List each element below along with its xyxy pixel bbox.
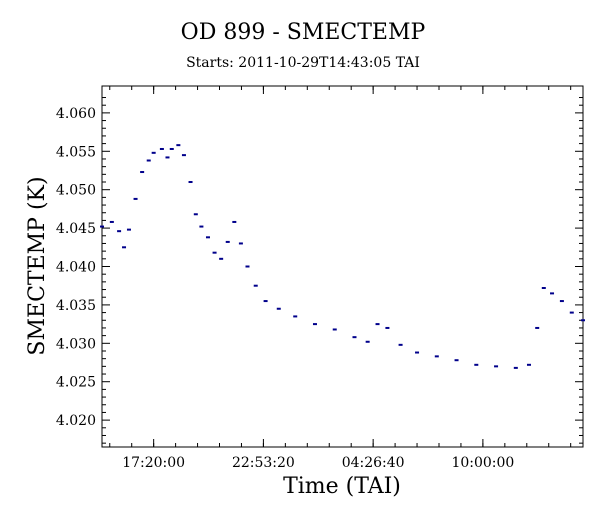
- y-axis-label: SMECTEMP (K): [25, 176, 50, 355]
- data-point: [474, 363, 479, 366]
- plot-frame: [101, 85, 584, 448]
- data-point: [165, 156, 170, 159]
- data-point: [263, 300, 268, 303]
- data-point: [365, 340, 370, 343]
- data-point: [494, 365, 499, 368]
- data-point: [526, 363, 531, 366]
- data-point: [293, 315, 298, 318]
- data-point: [126, 228, 131, 231]
- y-tick-label: 4.060: [56, 106, 96, 122]
- data-point: [238, 242, 243, 245]
- x-tick-label: 17:20:00: [122, 455, 185, 471]
- data-point: [454, 359, 459, 362]
- y-tick-label: 4.045: [56, 221, 96, 237]
- data-point: [434, 355, 439, 358]
- data-point: [385, 326, 390, 329]
- data-point: [415, 351, 420, 354]
- data-point: [181, 154, 186, 157]
- y-tick-label: 4.025: [56, 375, 96, 391]
- data-point: [219, 257, 224, 260]
- data-point: [253, 284, 258, 287]
- data-point: [232, 220, 237, 223]
- data-point: [513, 366, 518, 369]
- data-point: [541, 287, 546, 290]
- chart-title: OD 899 - SMECTEMP: [181, 20, 426, 45]
- data-point: [176, 144, 181, 147]
- y-tick-label: 4.020: [56, 413, 96, 429]
- data-point: [199, 225, 204, 228]
- data-point: [535, 326, 540, 329]
- x-tick-label: 10:00:00: [451, 455, 514, 471]
- data-point: [550, 292, 555, 295]
- x-axis-ticks: 17:20:00 22:53:20 04:26:40 10:00:00: [109, 86, 572, 471]
- data-point: [569, 311, 574, 314]
- data-point: [140, 171, 145, 174]
- x-tick-label: 22:53:20: [232, 455, 295, 471]
- data-point: [352, 336, 357, 339]
- data-point: [146, 159, 151, 162]
- y-tick-label: 4.050: [56, 183, 96, 199]
- data-point: [151, 151, 156, 154]
- data-point: [312, 323, 317, 326]
- data-point: [559, 300, 564, 303]
- x-axis-label: Time (TAI): [283, 474, 401, 499]
- data-point: [159, 147, 164, 150]
- data-point: [122, 246, 127, 249]
- data-point: [100, 225, 104, 228]
- data-point: [169, 147, 174, 150]
- y-axis-ticks: 4.020 4.025 4.030 4.035 4.040 4.045 4.050 4.055…: [56, 97, 583, 444]
- data-point: [375, 323, 380, 326]
- data-point: [193, 213, 198, 216]
- data-point: [109, 220, 114, 223]
- data-point: [245, 265, 250, 268]
- data-point: [205, 236, 210, 239]
- data-point: [212, 251, 217, 254]
- chart-subtitle: Starts: 2011-10-29T14:43:05 TAI: [186, 55, 420, 71]
- y-tick-label: 4.035: [56, 298, 96, 314]
- data-series: [100, 144, 585, 369]
- data-point: [225, 240, 230, 243]
- y-tick-label: 4.055: [56, 144, 96, 160]
- data-point: [117, 230, 122, 233]
- data-point: [332, 328, 337, 331]
- y-tick-label: 4.030: [56, 336, 96, 352]
- y-tick-label: 4.040: [56, 260, 96, 276]
- data-point: [581, 319, 585, 322]
- data-point: [188, 181, 193, 184]
- data-point: [398, 343, 403, 346]
- data-point: [133, 197, 138, 200]
- data-point: [276, 307, 281, 310]
- x-tick-label: 04:26:40: [342, 455, 405, 471]
